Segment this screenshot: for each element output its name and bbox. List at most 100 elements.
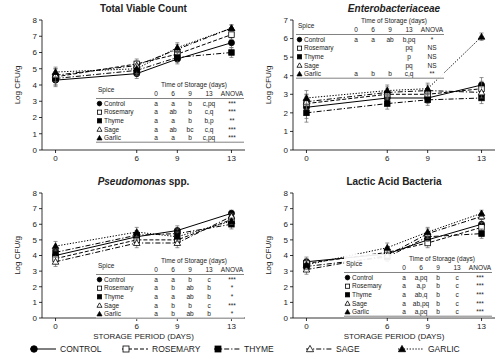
x-tick-label: 9 xyxy=(175,154,180,163)
table-column: 0 xyxy=(154,90,158,97)
table-header: Time of Storage (days) xyxy=(161,257,227,265)
y-tick-label: 5 xyxy=(33,65,38,74)
x-label: STORAGE PERIOD (DAYS) xyxy=(93,332,194,341)
y-tick xyxy=(290,271,293,272)
marker xyxy=(478,210,485,216)
x-tick xyxy=(306,150,307,153)
table-cell: a xyxy=(171,117,175,124)
error-cap xyxy=(175,232,179,233)
table-column: 9 xyxy=(436,264,440,271)
table-column: 9 xyxy=(188,266,192,273)
x-tick-label: 6 xyxy=(135,322,140,331)
title: Total Viable Count xyxy=(100,3,188,14)
table-cell: c xyxy=(455,308,459,315)
table-column: 9 xyxy=(188,90,192,97)
table-cell: b xyxy=(188,117,192,124)
table-rule xyxy=(296,78,444,79)
y-tick xyxy=(290,224,293,225)
title-part: Count xyxy=(155,3,187,14)
title-part: Viable xyxy=(123,3,155,14)
series-line xyxy=(56,28,232,72)
table-cell: a xyxy=(402,291,406,298)
y-tick-label: 0 xyxy=(33,314,38,323)
error-bar xyxy=(385,98,389,109)
y-tick-label: 5 xyxy=(284,236,289,245)
table-cell: b xyxy=(188,134,192,141)
table-column: 0 xyxy=(154,266,158,273)
error-cap xyxy=(175,63,179,64)
error-cap xyxy=(426,227,430,228)
marker xyxy=(229,50,235,56)
error-bar xyxy=(480,229,484,238)
table-bg xyxy=(296,16,444,79)
table-cell: pq xyxy=(405,62,413,70)
error-cap xyxy=(54,250,58,251)
table-cell: a xyxy=(154,126,158,133)
error-bar xyxy=(175,53,179,63)
table-cell: b xyxy=(436,308,440,315)
series-line xyxy=(306,85,481,107)
table-cell: b xyxy=(188,100,192,107)
error-cap xyxy=(304,257,308,258)
y-tick xyxy=(39,101,42,102)
error-cap xyxy=(54,85,58,86)
y-tick-label: 6 xyxy=(33,48,38,57)
table-cell: a xyxy=(371,36,375,43)
error-cap xyxy=(426,236,430,237)
y-tick-label: 1 xyxy=(33,130,38,139)
y-tick-label: 5 xyxy=(33,236,38,245)
table-column: 0 xyxy=(402,264,406,271)
y-tick xyxy=(290,208,293,209)
marker xyxy=(424,229,431,235)
x-tick-label: 13 xyxy=(477,322,486,331)
y-tick xyxy=(290,302,293,303)
table-cell: c,pq xyxy=(203,134,216,142)
x-tick-label: 6 xyxy=(385,154,390,163)
marker xyxy=(228,25,235,31)
title: Enterobacteriaceae xyxy=(348,3,441,14)
x-tick xyxy=(55,318,56,321)
error-cap xyxy=(480,103,484,104)
error-cap xyxy=(304,274,308,275)
table-cell: *** xyxy=(228,108,236,115)
table-marker xyxy=(297,46,301,50)
title-part: spp. xyxy=(166,176,190,187)
table-marker xyxy=(97,286,101,290)
y-tick xyxy=(290,57,293,58)
table-cell: Garlic xyxy=(352,308,370,315)
error-cap xyxy=(175,52,179,53)
error-cap xyxy=(175,52,179,53)
y-tick xyxy=(39,85,42,86)
table-column: 13 xyxy=(205,266,213,273)
table-cell: b xyxy=(171,284,175,291)
y-tick xyxy=(39,208,42,209)
table-cell: ** xyxy=(229,117,235,124)
table-marker xyxy=(345,284,349,288)
y-tick-label: 3 xyxy=(284,267,289,276)
error-cap xyxy=(426,105,430,106)
table-cell: c xyxy=(207,276,211,283)
x-label: STORAGE PERIOD (DAYS) xyxy=(344,332,445,341)
table-cell: a xyxy=(171,134,175,141)
table-cell: * xyxy=(231,284,234,291)
table-cell: NS xyxy=(427,53,437,60)
error-bar xyxy=(229,48,233,58)
panel: Pseudomonas spp.01234567806913Log CFU/gS… xyxy=(13,176,245,341)
legend-marker xyxy=(123,346,129,352)
x-tick xyxy=(387,150,388,153)
table-marker xyxy=(297,37,302,42)
y-tick xyxy=(290,150,293,151)
legend-marker xyxy=(215,346,221,352)
series-line xyxy=(56,53,232,79)
x-tick xyxy=(177,150,178,153)
table-cell: Thyme xyxy=(352,291,372,299)
error-cap xyxy=(229,228,233,229)
error-cap xyxy=(304,269,308,270)
table-marker xyxy=(297,71,302,75)
marker xyxy=(228,218,235,224)
table-cell: Rosemary xyxy=(104,284,134,292)
series-line xyxy=(56,224,232,252)
title-part: Pseudomonas xyxy=(98,176,167,187)
x-axis xyxy=(293,150,495,151)
error-cap xyxy=(135,75,139,76)
